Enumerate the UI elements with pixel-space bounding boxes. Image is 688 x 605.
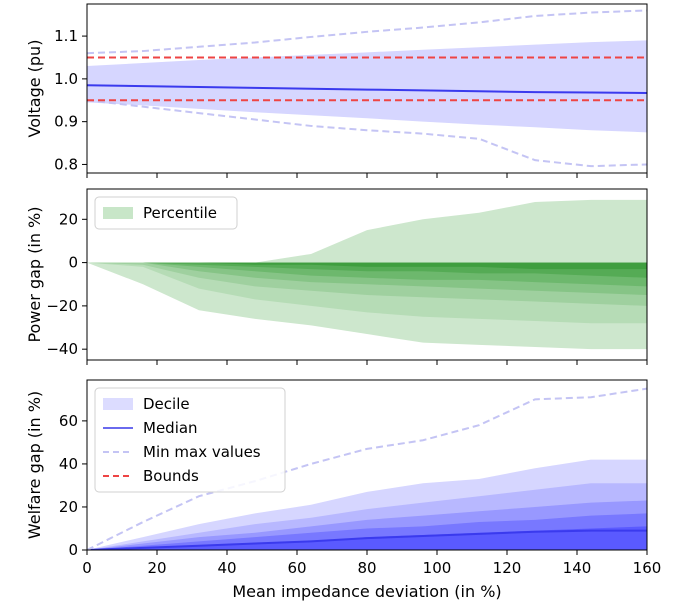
- voltage-max-line: [87, 9, 647, 55]
- welfare-xtick-label: 60: [287, 559, 306, 577]
- welfare-legend-box: [94, 387, 286, 493]
- voltage-ytick-label: 1.0: [54, 70, 78, 88]
- power-ytick-label: 0: [68, 254, 78, 272]
- welfare-max-line: [87, 387, 647, 550]
- voltage-ytick-label: 0.9: [54, 113, 78, 131]
- welfare-ylabel: Welfare gap (in %): [25, 391, 44, 539]
- voltage-ytick-label: 1.1: [54, 27, 78, 45]
- voltage-band-4: [87, 40, 647, 133]
- welfare-legend-label: Median: [143, 419, 198, 437]
- welfare-xtick-label: 20: [147, 559, 166, 577]
- power-legend-box: [94, 196, 238, 230]
- welfare-xtick-label: 0: [82, 559, 92, 577]
- welfare-xtick-label: 140: [563, 559, 592, 577]
- welfare-legend-label: Bounds: [143, 467, 199, 485]
- welfare-ytick-label: 20: [59, 498, 78, 516]
- welfare-ytick-label: 0: [68, 541, 78, 559]
- welfare-xtick-label: 40: [217, 559, 236, 577]
- welfare-xtick-label: 120: [493, 559, 522, 577]
- welfare-xtick-label: 160: [633, 559, 662, 577]
- power-ytick-label: 20: [59, 210, 78, 228]
- welfare-xtick-label: 100: [423, 559, 452, 577]
- welfare-legend-label: Min max values: [143, 443, 261, 461]
- voltage-ytick-label: 0.8: [54, 155, 78, 173]
- welfare-legend-swatch: [103, 398, 133, 410]
- voltage-ylabel: Voltage (pu): [25, 40, 44, 138]
- power-ytick-label: −20: [46, 297, 78, 315]
- welfare-ytick-label: 40: [59, 455, 78, 473]
- power-legend-swatch: [103, 207, 133, 219]
- power-band-6: [87, 262, 647, 270]
- welfare-xlabel: Mean impedance deviation (in %): [232, 582, 501, 601]
- welfare-ytick-label: 60: [59, 412, 78, 430]
- voltage-median-line: [87, 84, 647, 94]
- power-ylabel: Power gap (in %): [25, 206, 44, 342]
- power-legend-label: Percentile: [143, 204, 217, 222]
- voltage-min-line: [87, 99, 647, 168]
- welfare-median-line: [87, 529, 647, 550]
- welfare-legend-label: Decile: [143, 395, 190, 413]
- welfare-xtick-label: 80: [357, 559, 376, 577]
- power-ytick-label: −40: [46, 340, 78, 358]
